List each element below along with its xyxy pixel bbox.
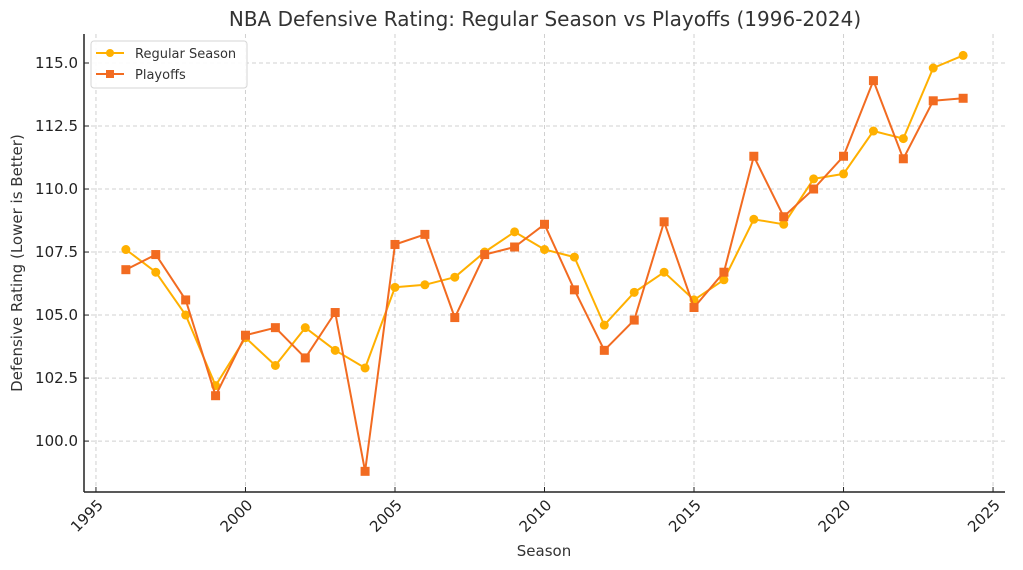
x-tick-label: 1995 — [67, 496, 107, 536]
data-point-regular-season — [121, 245, 131, 255]
x-tick-label: 2015 — [665, 496, 705, 536]
data-point-playoffs — [420, 229, 430, 239]
x-tick-label: 2005 — [366, 496, 406, 536]
series-layer — [121, 50, 968, 476]
data-point-regular-season — [749, 214, 759, 224]
data-point-regular-season — [928, 63, 938, 73]
data-point-regular-season — [599, 320, 609, 330]
y-tick-label: 110.0 — [35, 180, 78, 198]
data-point-regular-season — [958, 50, 968, 60]
axes — [83, 34, 1005, 493]
data-point-playoffs — [809, 184, 819, 194]
data-point-regular-season — [270, 360, 280, 370]
y-tick-label: 112.5 — [35, 117, 78, 135]
data-point-playoffs — [958, 93, 968, 103]
chart-title: NBA Defensive Rating: Regular Season vs … — [229, 7, 861, 31]
data-point-playoffs — [599, 345, 609, 355]
data-point-playoffs — [240, 330, 250, 340]
data-point-playoffs — [839, 151, 849, 161]
data-point-playoffs — [181, 295, 191, 305]
data-point-regular-season — [779, 219, 789, 229]
y-tick-label: 105.0 — [35, 306, 78, 324]
data-point-playoffs — [450, 313, 460, 323]
x-ticks: 1995 2000 2005 2010 2015 2020 2025 — [67, 487, 1004, 536]
grid-lines — [84, 34, 1005, 492]
legend-label-regular-season: Regular Season — [135, 47, 236, 62]
y-tick-label: 107.5 — [35, 243, 78, 261]
data-point-regular-season — [300, 323, 310, 333]
data-point-playoffs — [270, 323, 280, 333]
data-point-regular-season — [420, 280, 430, 290]
data-point-regular-season — [390, 282, 400, 292]
data-point-playoffs — [480, 250, 490, 260]
data-point-regular-season — [868, 126, 878, 136]
x-tick-label: 2025 — [964, 496, 1004, 536]
data-point-playoffs — [211, 391, 221, 401]
data-point-regular-season — [719, 275, 729, 285]
x-tick-label: 2000 — [217, 496, 257, 536]
data-point-regular-season — [659, 267, 669, 277]
y-tick-label: 115.0 — [35, 54, 78, 72]
data-point-playoffs — [569, 285, 579, 295]
data-point-regular-season — [898, 134, 908, 144]
data-point-playoffs — [510, 242, 520, 252]
data-point-playoffs — [779, 212, 789, 222]
data-point-regular-season — [151, 267, 161, 277]
series-playoffs — [121, 76, 968, 476]
data-point-playoffs — [659, 217, 669, 227]
legend: Regular Season Playoffs — [90, 40, 248, 89]
data-point-playoffs — [390, 239, 400, 249]
data-point-regular-season — [330, 345, 340, 355]
data-point-playoffs — [868, 76, 878, 86]
data-point-playoffs — [629, 315, 639, 325]
data-point-playoffs — [719, 267, 729, 277]
data-point-regular-season — [839, 169, 849, 179]
data-point-playoffs — [540, 219, 549, 229]
data-point-playoffs — [151, 250, 161, 260]
data-point-playoffs — [121, 265, 131, 275]
data-point-playoffs — [749, 151, 759, 161]
data-point-playoffs — [928, 96, 938, 106]
data-point-playoffs — [300, 353, 310, 363]
data-point-regular-season — [540, 245, 549, 255]
data-point-regular-season — [360, 363, 370, 373]
data-point-regular-season — [510, 227, 520, 237]
x-axis-label: Season — [517, 542, 571, 560]
data-point-regular-season — [569, 252, 579, 262]
y-ticks: 100.0 102.5 105.0 107.5 110.0 112.5 115.0 — [35, 54, 89, 450]
x-tick-label: 2020 — [815, 496, 855, 536]
data-point-playoffs — [330, 308, 340, 318]
y-tick-label: 100.0 — [35, 432, 78, 450]
data-point-playoffs — [689, 302, 699, 312]
data-point-playoffs — [898, 154, 908, 164]
legend-marker-playoffs — [106, 70, 114, 78]
legend-label-playoffs: Playoffs — [135, 68, 186, 83]
y-axis-label: Defensive Rating (Lower is Better) — [8, 134, 26, 392]
data-point-regular-season — [181, 310, 191, 320]
x-tick-label: 2010 — [516, 496, 556, 536]
data-point-playoffs — [360, 466, 370, 476]
legend-box — [90, 40, 248, 89]
legend-marker-regular-season — [106, 49, 114, 57]
y-tick-label: 102.5 — [35, 369, 78, 387]
data-point-regular-season — [629, 287, 639, 297]
data-point-regular-season — [450, 272, 460, 282]
data-point-regular-season — [809, 174, 819, 184]
